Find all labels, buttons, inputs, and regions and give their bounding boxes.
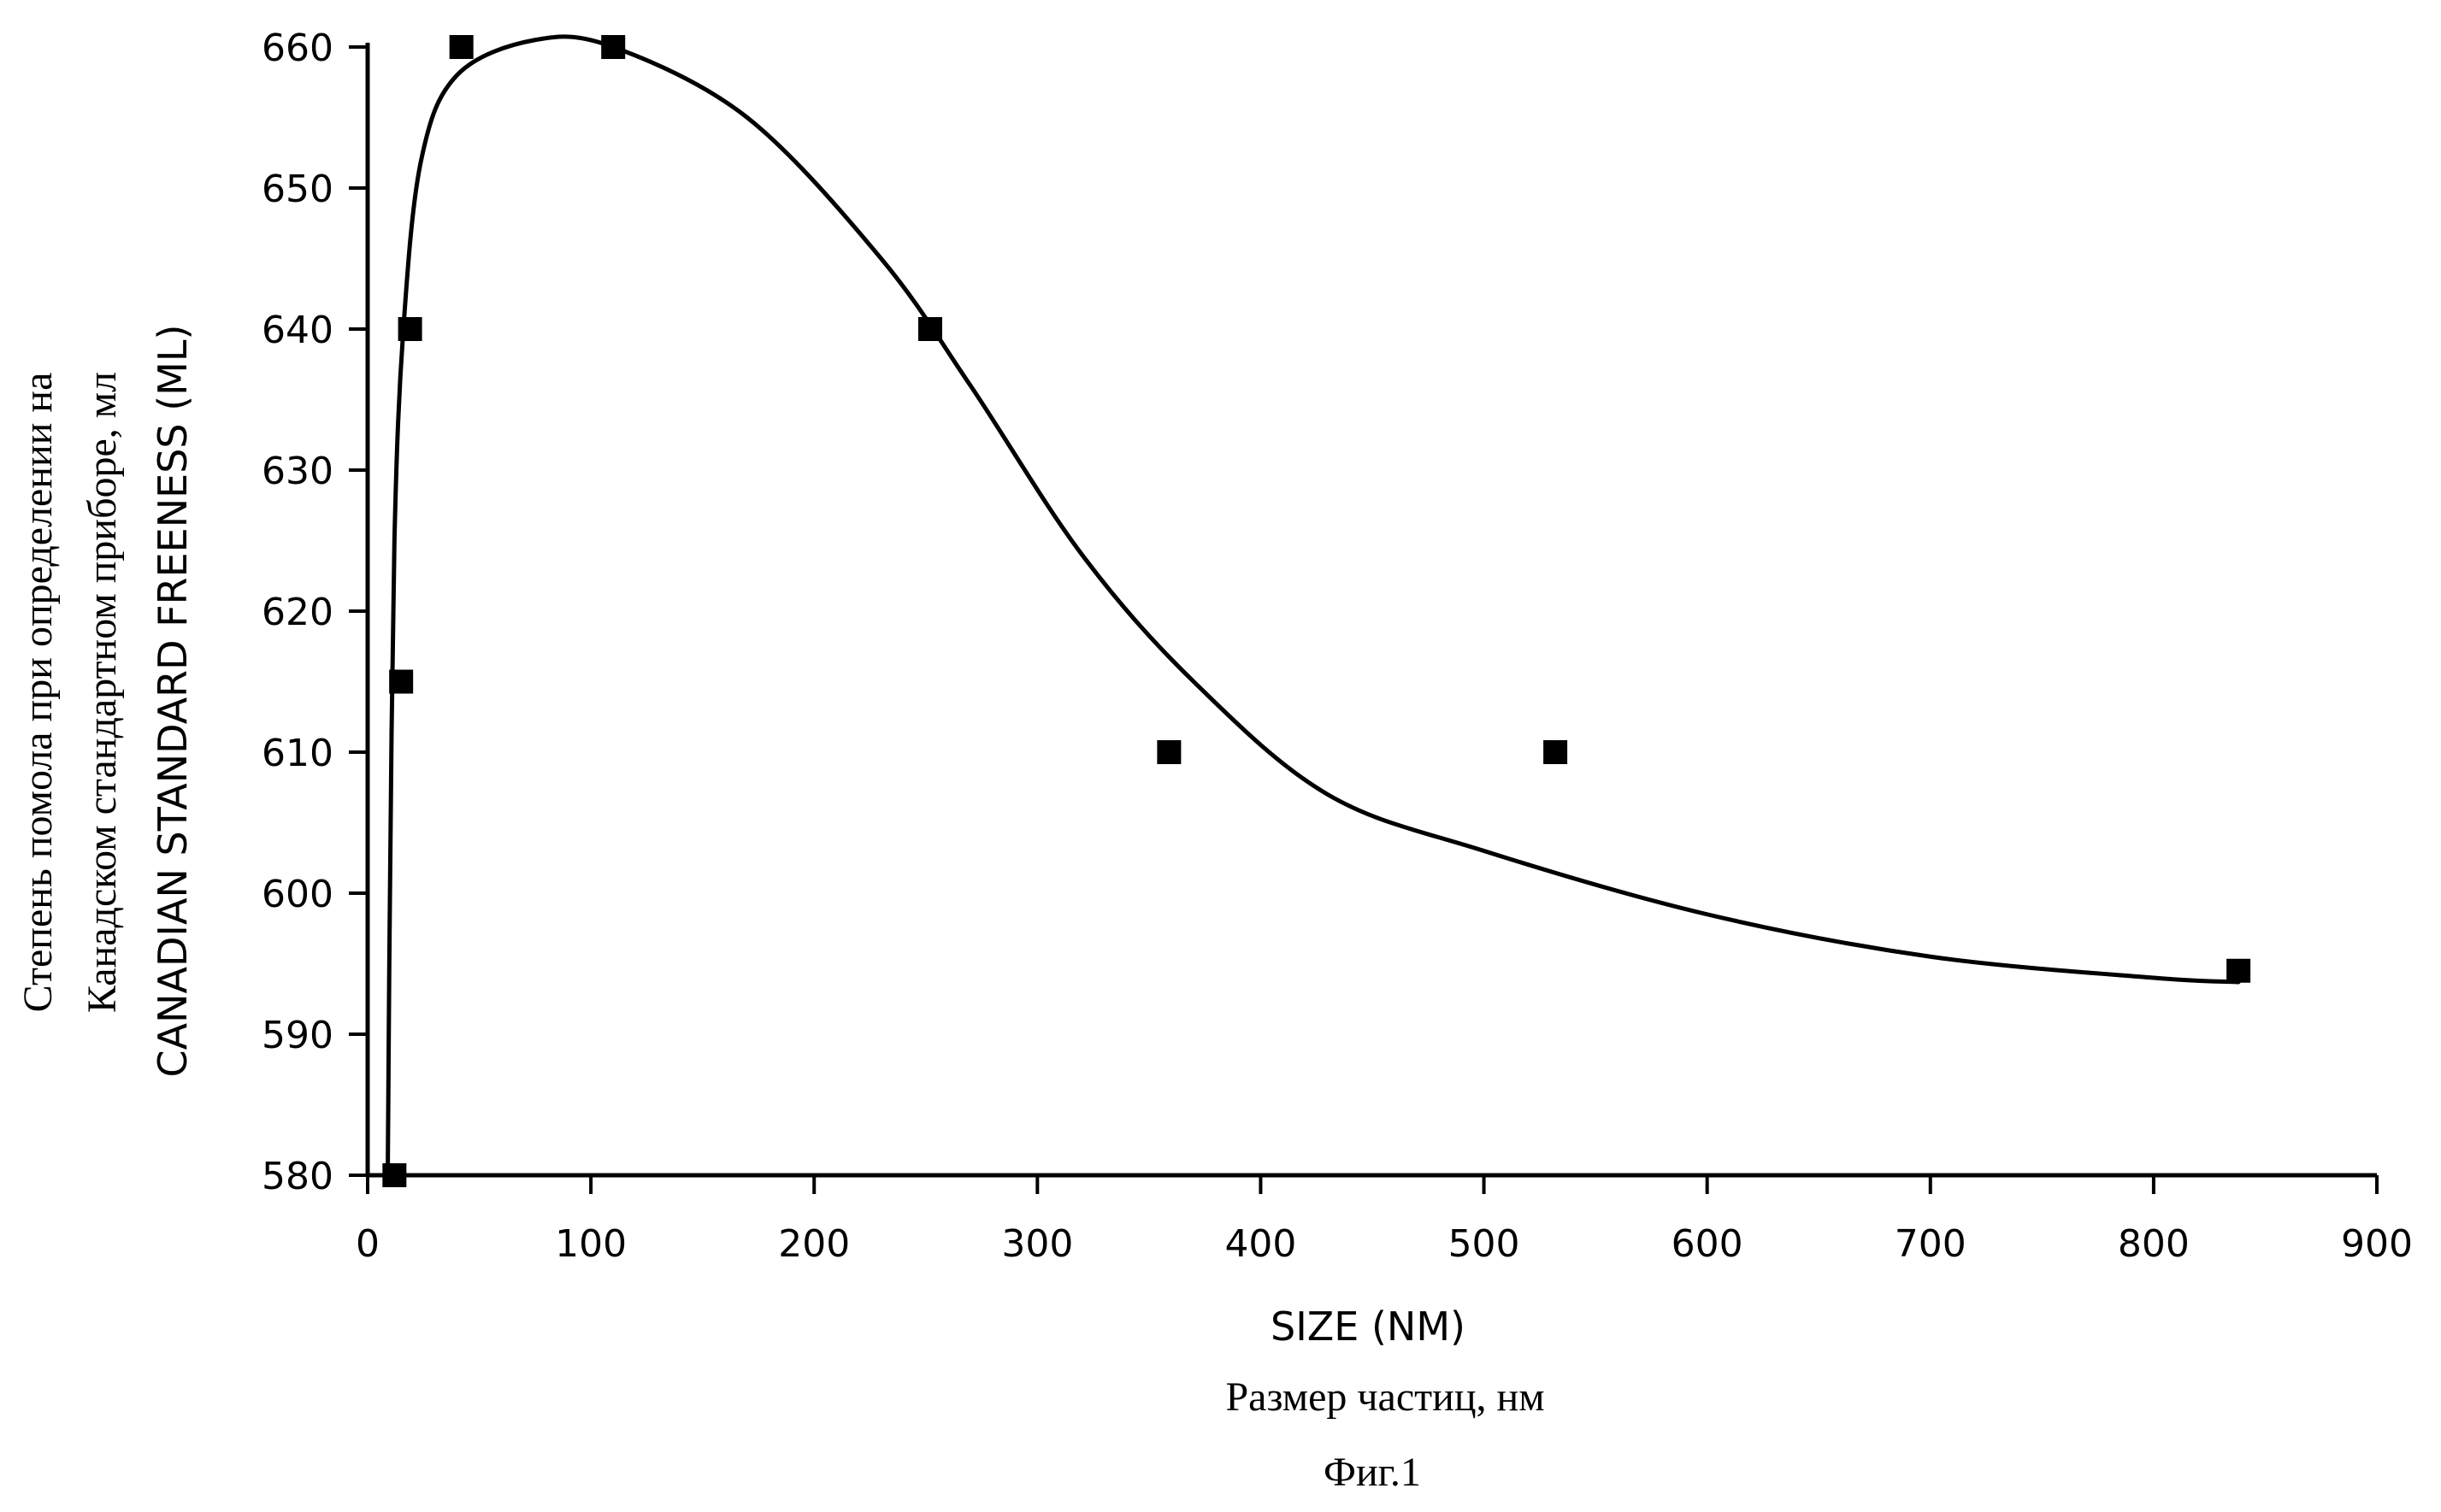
- x-tick-label: 800: [2118, 1222, 2190, 1266]
- y-tick-label: 620: [262, 591, 333, 634]
- x-tick-label: 700: [1895, 1222, 1966, 1266]
- data-point: [398, 317, 422, 341]
- y-axis-label-ru-line2: Канадском стандартном приборе, мл: [80, 372, 125, 1013]
- x-tick-label: 500: [1448, 1222, 1520, 1266]
- x-axis-label-ru: Размер частиц, нм: [1225, 1374, 1544, 1420]
- fit-curve-line: [388, 37, 2239, 1177]
- figure-caption: Фиг.1: [1324, 1450, 1421, 1495]
- y-axis-label-en: CANADIAN STANDARD FREENESS (ML): [150, 325, 196, 1078]
- y-tick-label: 600: [262, 873, 333, 916]
- y-axis-label-ru-line1: Степень помола при определении на: [15, 373, 61, 1013]
- data-point: [389, 670, 413, 694]
- data-point: [601, 35, 625, 59]
- x-tick-label: 200: [778, 1222, 850, 1266]
- data-point: [382, 1163, 406, 1187]
- data-point: [918, 317, 942, 341]
- y-tick-label: 580: [262, 1155, 333, 1198]
- x-tick-label: 900: [2341, 1222, 2413, 1266]
- x-tick-label: 300: [1001, 1222, 1073, 1266]
- y-tick-label: 640: [262, 309, 333, 352]
- y-tick-label: 590: [262, 1014, 333, 1057]
- x-axis-label-en: SIZE (NM): [1271, 1303, 1465, 1350]
- data-point: [2226, 959, 2250, 983]
- y-tick-label: 630: [262, 450, 333, 493]
- x-tick-label: 100: [555, 1222, 627, 1266]
- y-tick-label: 650: [262, 168, 333, 211]
- x-tick-label: 600: [1672, 1222, 1743, 1266]
- data-point: [1543, 740, 1567, 764]
- y-tick-label: 610: [262, 732, 333, 775]
- data-point: [450, 35, 474, 59]
- data-points: [382, 35, 2250, 1187]
- data-point: [1157, 740, 1181, 764]
- x-tick-label: 400: [1224, 1222, 1296, 1266]
- x-tick-label: 0: [356, 1222, 380, 1266]
- y-tick-label: 660: [262, 26, 333, 70]
- chart-canvas: 0 100 200 300 400 500 600 700 800 900 580 590 600 610…: [0, 0, 2441, 1512]
- ticks: 0 100 200 300 400 500 600 700 800 900 580 590 600 610…: [262, 26, 2413, 1266]
- axes: [368, 43, 2377, 1175]
